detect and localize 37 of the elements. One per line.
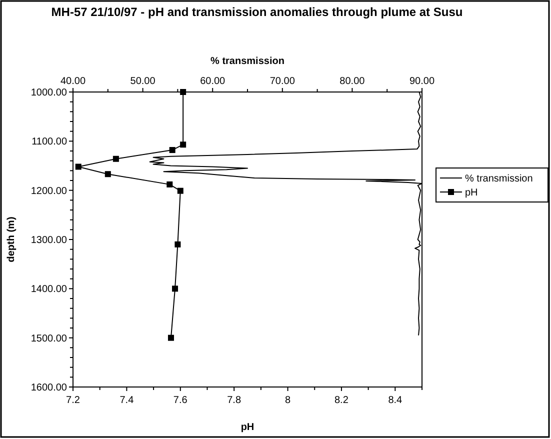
- point: [180, 142, 186, 148]
- y-tick-label: 1100.00: [32, 136, 68, 148]
- point: [75, 164, 82, 170]
- y-axis-title: depth (m): [6, 216, 17, 262]
- x2-tick-label: 40.00: [60, 76, 86, 87]
- x-tick-label: 7.6: [173, 395, 188, 406]
- chart-title: MH-57 21/10/97 - pH and transmission anomalies through plume at Susu: [51, 5, 463, 19]
- x2-tick-label: 80.00: [340, 76, 366, 87]
- point: [112, 156, 119, 162]
- x-tick-label: 7.4: [120, 395, 134, 406]
- point: [177, 188, 184, 194]
- point: [169, 147, 176, 154]
- x-axis-title: pH: [240, 422, 254, 433]
- y-tick-label: 1600.00: [30, 382, 68, 394]
- legend-label: pH: [465, 188, 478, 198]
- x-tick-label: 7.8: [227, 395, 242, 406]
- point: [180, 89, 186, 95]
- y-tick-label: 1400.00: [30, 284, 68, 296]
- x2-tick-label: 60.00: [200, 76, 226, 87]
- x2-tick-label: 50.00: [130, 76, 156, 87]
- x-tick-label: 8.2: [334, 395, 349, 406]
- x2-axis-title: % transmission: [210, 56, 284, 67]
- x2-tick-label: 70.00: [270, 76, 296, 87]
- x-tick-label: 8.4: [388, 395, 403, 406]
- point: [172, 286, 178, 292]
- point: [166, 181, 173, 188]
- y-tick-label: 1300.00: [30, 235, 68, 246]
- legend-label: % transmission: [465, 174, 533, 184]
- y-tick-label: 1200.00: [30, 186, 68, 197]
- y-tick-label: 1000.00: [30, 88, 68, 98]
- point: [168, 334, 174, 341]
- x-tick-label: 7.2: [66, 395, 80, 406]
- x-tick-label: 8: [284, 395, 291, 406]
- y-tick-label: 1500.00: [30, 333, 68, 344]
- x2-tick-label: 90.00: [409, 76, 435, 87]
- point: [104, 171, 111, 178]
- point: [174, 241, 181, 248]
